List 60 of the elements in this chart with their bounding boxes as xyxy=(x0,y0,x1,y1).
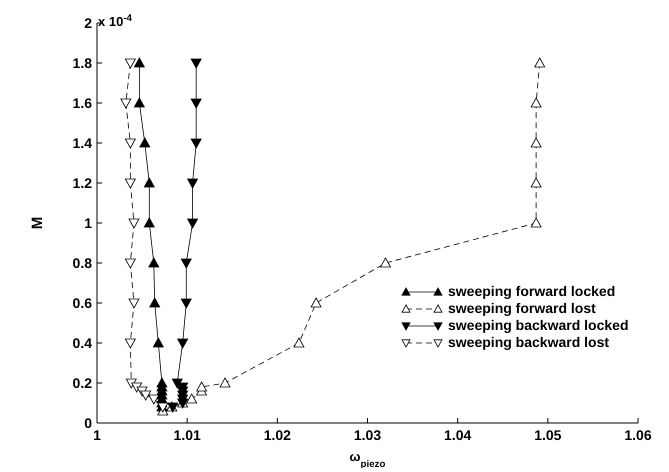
legend-label: sweeping backward lost xyxy=(448,334,610,351)
x-tick-label: 1.05 xyxy=(534,426,562,443)
point xyxy=(124,258,136,268)
point xyxy=(149,298,160,308)
point xyxy=(190,138,202,148)
point xyxy=(190,98,202,108)
y-tick-label: 1.8 xyxy=(72,54,92,71)
point xyxy=(144,218,155,228)
point xyxy=(530,138,542,148)
legend-label: sweeping forward lost xyxy=(448,300,596,317)
point xyxy=(124,338,136,348)
point xyxy=(148,258,160,268)
point xyxy=(380,258,391,268)
y-tick-label: 1.2 xyxy=(72,174,92,191)
point xyxy=(134,58,145,68)
y-axis-title: M xyxy=(29,216,46,230)
x-tick-label: 1.04 xyxy=(444,426,472,443)
y-tick-label: 0 xyxy=(84,414,92,431)
y-tick-label: 0.4 xyxy=(72,334,92,351)
point xyxy=(530,178,542,188)
point xyxy=(124,138,136,148)
point xyxy=(310,298,322,308)
y-tick-label: 0.6 xyxy=(72,294,92,311)
point xyxy=(140,390,152,400)
point xyxy=(120,98,132,108)
x-tick-label: 1.03 xyxy=(354,426,382,443)
x-tick-label: 1.06 xyxy=(624,426,652,443)
y-tick-label: 1.6 xyxy=(72,94,92,111)
point xyxy=(196,382,207,392)
point xyxy=(148,394,160,404)
y-tick-label: 0.8 xyxy=(72,254,92,271)
point xyxy=(144,178,155,188)
point xyxy=(134,98,145,108)
point xyxy=(139,138,150,148)
point xyxy=(187,178,198,188)
y-tick-label: 1 xyxy=(84,214,92,231)
point xyxy=(131,382,142,392)
point xyxy=(534,58,546,68)
point xyxy=(186,394,198,404)
point xyxy=(530,98,542,108)
point xyxy=(190,58,202,68)
x-tick-label: 1.02 xyxy=(264,426,292,443)
legend-label: sweeping forward locked xyxy=(448,283,616,300)
point xyxy=(128,218,140,228)
point xyxy=(177,338,188,348)
point xyxy=(180,298,192,308)
y-tick-label: 0.2 xyxy=(72,374,92,391)
point xyxy=(530,218,542,228)
point xyxy=(128,298,140,308)
x-tick-label: 1.01 xyxy=(174,426,202,443)
point xyxy=(152,338,164,348)
point xyxy=(294,338,304,348)
point xyxy=(180,258,192,268)
point xyxy=(187,218,198,228)
legend-label: sweeping backward locked xyxy=(448,317,629,334)
y-tick-label: 2 xyxy=(84,14,92,31)
y-tick-label: 1.4 xyxy=(72,134,92,151)
point xyxy=(220,378,230,388)
point xyxy=(124,178,136,188)
point xyxy=(124,58,136,68)
